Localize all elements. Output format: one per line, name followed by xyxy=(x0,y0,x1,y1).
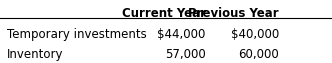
Text: 57,000: 57,000 xyxy=(165,48,206,61)
Text: $44,000: $44,000 xyxy=(157,28,206,41)
Text: Previous Year: Previous Year xyxy=(188,7,279,20)
Text: Temporary investments: Temporary investments xyxy=(7,28,146,41)
Text: $40,000: $40,000 xyxy=(231,28,279,41)
Text: Inventory: Inventory xyxy=(7,48,63,61)
Text: 60,000: 60,000 xyxy=(238,48,279,61)
Text: Current Year: Current Year xyxy=(122,7,206,20)
